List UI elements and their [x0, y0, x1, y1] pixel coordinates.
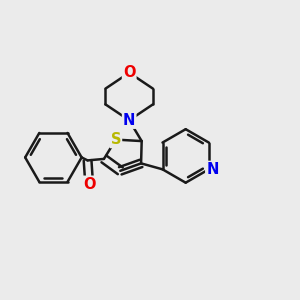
Text: S: S	[111, 132, 121, 147]
Text: N: N	[206, 162, 219, 177]
Text: N: N	[123, 113, 135, 128]
Text: O: O	[123, 65, 135, 80]
Text: O: O	[83, 177, 95, 192]
